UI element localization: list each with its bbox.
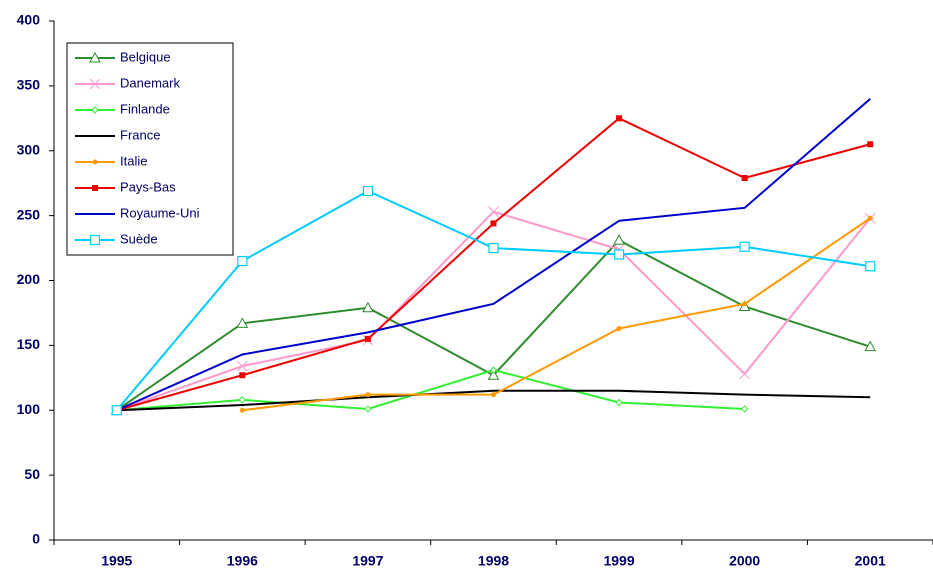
x-tick-label: 1999 — [603, 553, 634, 569]
marker — [739, 368, 750, 380]
series-line — [116, 389, 871, 412]
marker — [613, 249, 625, 260]
marker — [238, 396, 247, 404]
series-line — [116, 239, 871, 412]
y-tick-label: 400 — [17, 12, 41, 28]
marker — [239, 372, 246, 379]
marker — [864, 340, 877, 352]
marker — [237, 255, 248, 267]
y-tick-label: 150 — [17, 336, 41, 352]
marker — [488, 242, 499, 254]
marker — [111, 405, 122, 416]
y-tick-label: 350 — [17, 77, 41, 93]
x-tick-label: 1995 — [101, 553, 132, 569]
marker — [741, 174, 748, 181]
legend-label: Danemark — [120, 75, 180, 90]
series-line — [116, 368, 745, 412]
marker — [867, 141, 874, 148]
legend-label: Suède — [120, 231, 158, 246]
y-tick-label: 250 — [17, 206, 41, 222]
y-tick-label: 300 — [17, 141, 41, 157]
marker — [740, 405, 749, 413]
y-tick-label: 200 — [17, 271, 41, 287]
marker — [615, 398, 623, 407]
marker — [91, 106, 99, 114]
legend-label: Belgique — [120, 49, 171, 64]
marker — [613, 234, 625, 245]
marker — [89, 234, 101, 246]
marker — [490, 220, 497, 227]
marker — [487, 369, 500, 380]
series-line — [116, 98, 871, 412]
x-tick-label: 2001 — [855, 553, 886, 569]
legend-label: France — [120, 127, 160, 142]
marker — [237, 360, 248, 372]
y-tick-label: 50 — [24, 466, 40, 482]
marker — [742, 301, 748, 307]
marker — [239, 407, 245, 413]
marker — [364, 405, 372, 413]
marker — [364, 335, 371, 342]
marker — [89, 51, 101, 63]
marker — [867, 215, 873, 221]
legend-label: Pays-Bas — [120, 179, 176, 194]
legend-label: Italie — [120, 153, 147, 168]
legend-label: Finlande — [120, 101, 170, 116]
marker — [488, 206, 499, 218]
marker — [236, 317, 249, 328]
marker — [489, 366, 498, 374]
marker — [362, 301, 374, 313]
marker — [739, 241, 750, 252]
x-tick-label: 1997 — [352, 553, 383, 569]
marker — [865, 261, 876, 272]
legend-label: Royaume-Uni — [120, 205, 200, 220]
marker — [89, 78, 101, 90]
marker — [92, 159, 98, 165]
marker — [491, 392, 496, 398]
series-line — [242, 217, 871, 412]
marker — [616, 326, 622, 332]
legend-box — [66, 42, 234, 256]
y-tick-label: 0 — [32, 531, 40, 547]
marker — [362, 185, 374, 197]
marker — [616, 115, 623, 122]
x-tick-label: 1996 — [227, 553, 258, 569]
y-tick-label: 100 — [17, 401, 41, 417]
marker — [92, 185, 98, 191]
marker — [365, 392, 371, 398]
x-tick-label: 2000 — [729, 553, 760, 569]
x-tick-label: 1998 — [478, 553, 509, 569]
